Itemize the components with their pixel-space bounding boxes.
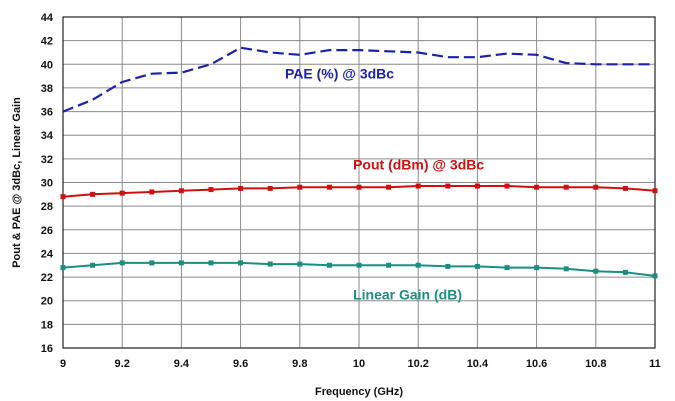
annotations: PAE (%) @ 3dBc Pout (dBm) @ 3dBc Linear Ga…	[285, 65, 484, 302]
data-point	[563, 184, 569, 190]
x-tick-labels: 9 9.2 9.4 9.6 9.8 10 10.2 10.4 10.6 10.8 11	[60, 358, 661, 370]
data-point	[119, 190, 125, 196]
series-3	[60, 260, 658, 279]
x-tick-label: 10.4	[467, 358, 489, 370]
y-tick-label: 20	[41, 296, 53, 308]
x-tick-label: 9.8	[292, 358, 307, 370]
data-point	[415, 183, 421, 189]
data-point	[415, 262, 421, 268]
data-point	[386, 184, 392, 190]
data-point	[90, 191, 96, 197]
data-point	[60, 265, 66, 271]
data-point	[593, 268, 599, 274]
data-point	[386, 262, 392, 268]
x-tick-label: 9	[60, 358, 66, 370]
data-point	[60, 194, 66, 200]
data-point	[593, 184, 599, 190]
plot-frame	[62, 16, 656, 349]
data-point	[622, 269, 628, 275]
y-tick-label: 28	[41, 201, 53, 213]
x-tick-label: 11	[649, 358, 661, 370]
x-tick-label: 9.4	[174, 358, 190, 370]
y-tick-label: 32	[41, 154, 53, 166]
x-axis-title: Frequency (GHz)	[315, 386, 403, 398]
data-point	[356, 262, 362, 268]
x-tick-label: 9.2	[115, 358, 130, 370]
data-point	[563, 266, 569, 272]
y-tick-label: 38	[41, 83, 53, 95]
x-tick-label: 10.6	[526, 358, 547, 370]
data-point	[534, 265, 540, 271]
y-tick-label: 18	[41, 319, 53, 331]
data-point	[356, 184, 362, 190]
data-point	[622, 185, 628, 191]
y-tick-label: 30	[41, 178, 53, 190]
series-1	[62, 46, 655, 113]
y-tick-label: 22	[41, 272, 53, 284]
data-point	[149, 260, 155, 266]
data-point	[445, 263, 451, 269]
data-point	[267, 185, 273, 191]
y-tick-label: 24	[41, 248, 54, 260]
series-2	[60, 183, 658, 200]
y-tick-labels: 16 18 20 22 24 26 28 30 32 34 36 38 40 42 44	[41, 12, 54, 355]
data-point	[445, 183, 451, 189]
y-tick-label: 16	[41, 343, 53, 355]
y-axis-title: Pout & PAE @ 3dBc, Linear Gain	[11, 97, 23, 268]
y-tick-label: 36	[41, 107, 53, 119]
data-point	[326, 262, 332, 268]
y-tick-label: 40	[41, 59, 53, 71]
x-tick-label: 10	[353, 358, 365, 370]
series-group	[60, 46, 658, 279]
series-annotation: PAE (%) @ 3dBc	[285, 65, 394, 81]
series-line	[62, 46, 655, 113]
data-point	[474, 263, 480, 269]
series-annotation: Linear Gain (dB)	[353, 287, 462, 303]
x-tick-label: 9.6	[233, 358, 248, 370]
data-point	[504, 183, 510, 189]
data-point	[652, 188, 658, 194]
data-point	[208, 260, 214, 266]
y-tick-label: 44	[41, 12, 54, 24]
data-point	[297, 261, 303, 267]
data-point	[208, 187, 214, 193]
data-point	[178, 260, 184, 266]
data-point	[238, 260, 244, 266]
data-point	[474, 183, 480, 189]
data-point	[119, 260, 125, 266]
data-point	[297, 184, 303, 190]
data-point	[652, 273, 658, 279]
data-point	[149, 189, 155, 195]
data-point	[238, 185, 244, 191]
data-point	[90, 262, 96, 268]
data-point	[504, 265, 510, 271]
data-point	[178, 188, 184, 194]
series-annotation: Pout (dBm) @ 3dBc	[353, 156, 484, 172]
x-tick-label: 10.2	[407, 358, 428, 370]
data-point	[326, 184, 332, 190]
y-tick-label: 34	[41, 130, 54, 142]
data-point	[267, 261, 273, 267]
x-tick-label: 10.8	[585, 358, 606, 370]
y-tick-label: 42	[41, 36, 53, 48]
y-tick-label: 26	[41, 225, 53, 237]
data-point	[534, 184, 540, 190]
